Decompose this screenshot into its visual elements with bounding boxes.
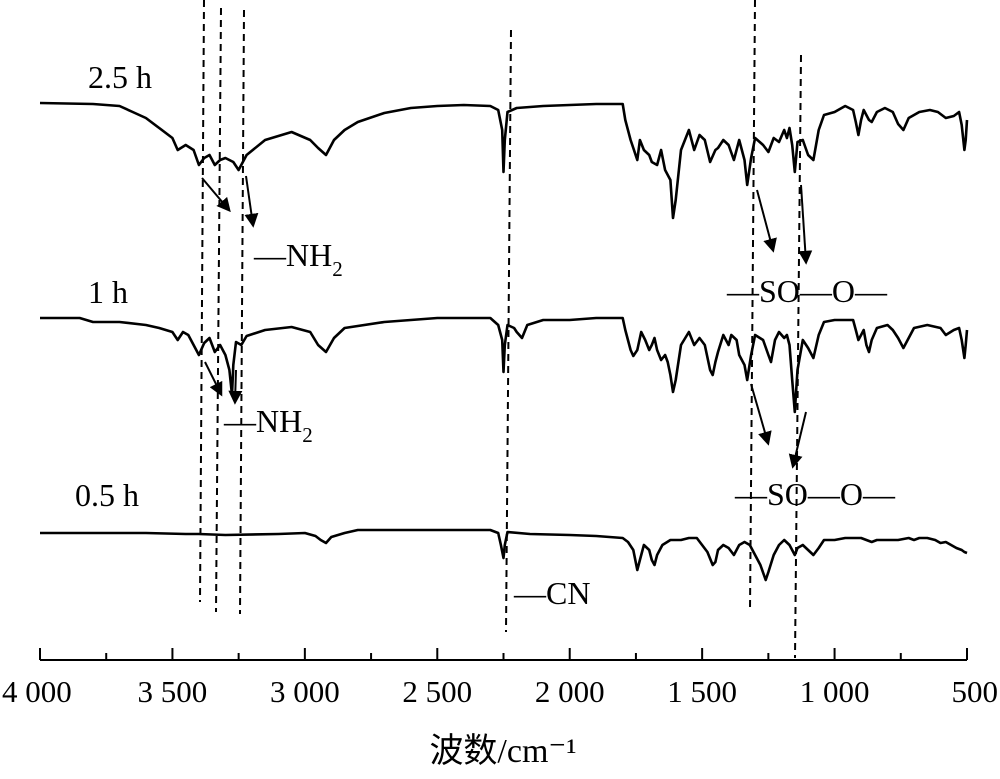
- annotation-so-o-1h: —SO—O—: [734, 476, 896, 512]
- ref-line-1150: [794, 54, 802, 659]
- x-tick-label: 500: [952, 674, 999, 709]
- series-0-5h-trace: [40, 528, 968, 582]
- ref-line-3340: [215, 7, 222, 613]
- arrow-nh2-a-2-5h: [201, 177, 231, 213]
- annotation-so-o-2-5h: —SO—O—: [726, 273, 888, 309]
- annotation-cn: —CN: [513, 575, 590, 611]
- x-tick-label: 2 000: [535, 674, 605, 709]
- x-tick-label: 3 500: [138, 674, 208, 709]
- series-label-1h: 1 h: [88, 274, 128, 310]
- arrow-so-a-1h: [750, 383, 772, 446]
- x-tick-label: 1 500: [667, 674, 737, 709]
- series-group: [39, 101, 969, 582]
- x-axis-tick-labels: 4 000 3 500 3 000 2 500 2 000 1 500 1 000 500: [2, 674, 998, 709]
- arrow-nh2-a-1h: [204, 361, 223, 397]
- arrow-nh2-b-2-5h: [244, 175, 259, 228]
- reference-lines: [199, 0, 802, 659]
- annotation-nh2-2-5h: —NH2: [253, 237, 343, 281]
- series-label-0-5h: 0.5 h: [75, 477, 139, 513]
- ref-line-3400: [199, 0, 205, 603]
- arrow-so-b-1h: [788, 411, 807, 469]
- x-tick-label: 2 500: [402, 674, 472, 709]
- x-tick-label: 4 000: [2, 674, 72, 709]
- arrow-nh2-b-1h: [228, 369, 243, 405]
- ref-line-1330: [749, 0, 756, 611]
- series-1h-trace: [40, 316, 969, 414]
- series-label-2-5h: 2.5 h: [88, 59, 152, 95]
- annotation-nh2-1h: —NH2: [223, 403, 313, 447]
- ref-line-2250: [505, 29, 512, 633]
- ref-line-3250: [239, 9, 245, 615]
- x-tick-label: 3 000: [270, 674, 340, 709]
- x-tick-label: 1 000: [800, 674, 870, 709]
- series-2-5h-trace: [39, 101, 969, 220]
- x-axis-label: 波数/cm⁻¹: [429, 732, 576, 770]
- x-axis-ticks: [39, 648, 968, 660]
- annotation-arrows: [201, 175, 813, 469]
- arrow-so-a-2-5h: [756, 189, 777, 253]
- arrow-so-b-2-5h: [798, 184, 813, 265]
